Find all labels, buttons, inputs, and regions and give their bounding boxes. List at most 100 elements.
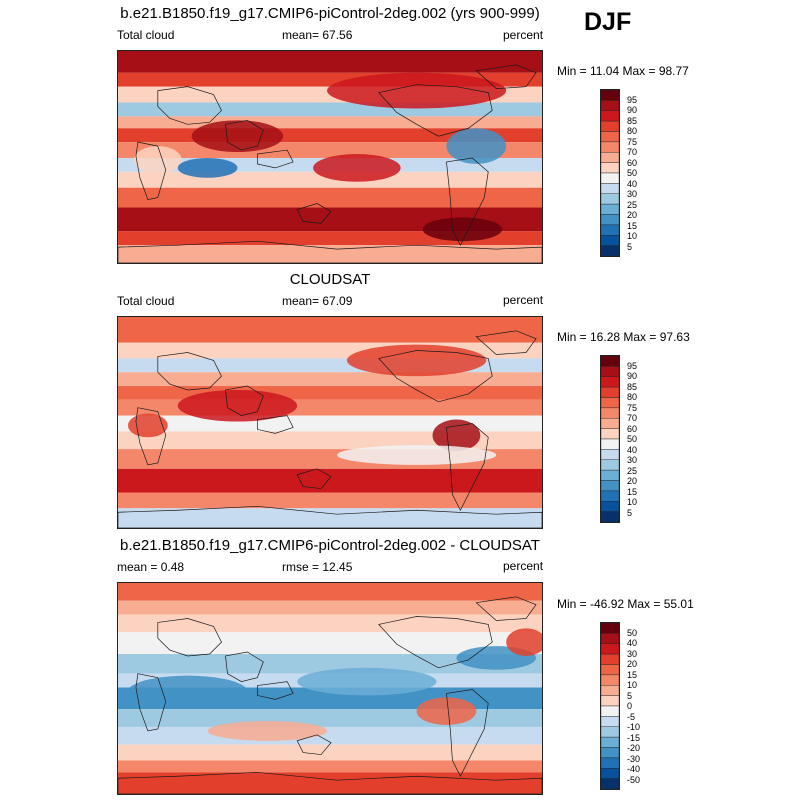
colorbar-swatch xyxy=(601,203,619,215)
coastlines xyxy=(118,64,542,263)
minmax-model: Min = 11.04 Max = 98.77 xyxy=(557,64,689,78)
colorbar-swatch xyxy=(601,407,619,419)
field-band xyxy=(118,709,542,727)
colorbar-swatch xyxy=(601,736,619,748)
field-anomaly xyxy=(177,389,298,422)
coastlines xyxy=(118,596,542,794)
colorbar-swatch xyxy=(601,490,619,502)
field-anomaly xyxy=(313,154,401,182)
field-anomaly xyxy=(506,628,542,656)
field-anomaly xyxy=(336,445,497,465)
colorbar-swatch xyxy=(601,183,619,194)
colorbar-tick-label: -15 xyxy=(627,732,641,743)
field-band xyxy=(118,372,542,387)
coastline-path xyxy=(296,203,332,224)
coastline-path xyxy=(157,352,222,391)
colorbar-swatch xyxy=(601,141,619,153)
field-anomaly xyxy=(133,146,182,174)
coastline-path xyxy=(225,651,264,682)
colorbar-model xyxy=(600,89,620,257)
field-band xyxy=(118,653,542,674)
field-anomaly xyxy=(127,675,248,708)
field-anomaly xyxy=(432,419,481,452)
colorbar-tick-label: 80 xyxy=(627,126,638,136)
colorbar-tick-label: 25 xyxy=(627,465,638,476)
coastline-path xyxy=(475,64,537,90)
colorbar-swatch xyxy=(601,685,619,696)
colorbar-tick-label: 60 xyxy=(627,157,638,168)
field-band xyxy=(118,583,542,601)
coastline-path xyxy=(475,596,537,621)
field-anomaly xyxy=(446,128,507,164)
coastline-path xyxy=(446,689,489,778)
colorbar-swatch xyxy=(601,778,619,789)
colorbar-swatch xyxy=(601,235,619,246)
coastline-path xyxy=(296,734,332,755)
colorbar-tick-label: 60 xyxy=(627,423,638,434)
field-band xyxy=(118,245,542,263)
panel-right-label-model: percent xyxy=(503,28,544,42)
colorbar-swatch xyxy=(601,757,619,769)
field-anomaly xyxy=(327,72,507,109)
colorbar-obs xyxy=(600,355,620,523)
colorbar-swatch xyxy=(601,459,619,471)
coastline-path xyxy=(157,618,222,657)
field-band xyxy=(118,102,542,117)
colorbar-tick-label: -30 xyxy=(627,753,641,764)
coastline-path xyxy=(475,330,537,355)
coastline-path xyxy=(118,771,542,794)
colorbar-swatch xyxy=(601,100,619,111)
colorbar-tick-label: 50 xyxy=(627,627,638,638)
colorbar-tick-label: 90 xyxy=(627,371,638,381)
colorbar-tick-label: -40 xyxy=(627,764,641,774)
field-band xyxy=(118,508,542,528)
coastline-path xyxy=(446,157,489,246)
colorbar-tick-label: 20 xyxy=(627,659,638,669)
field-band xyxy=(118,632,542,654)
colorbar-swatch xyxy=(601,152,619,163)
field-anomaly xyxy=(416,697,477,725)
field-anomaly xyxy=(177,157,238,178)
colorbar-swatch xyxy=(601,172,619,184)
field-anomaly xyxy=(297,667,437,696)
coastline-path xyxy=(378,616,493,669)
field-band xyxy=(118,468,542,493)
colorbar-swatch xyxy=(601,623,619,634)
colorbar-swatch xyxy=(601,633,619,644)
coastline-path xyxy=(157,86,222,125)
coastline-path xyxy=(378,84,493,137)
coastline-path xyxy=(225,119,264,151)
colorbar-tick-label: -5 xyxy=(627,711,636,722)
field-band xyxy=(118,317,542,343)
colorbar-tick-label: 85 xyxy=(627,381,638,392)
minmax-obs: Min = 16.28 Max = 97.63 xyxy=(557,330,690,344)
cloud-field-obs xyxy=(118,317,542,528)
season-label: DJF xyxy=(584,8,632,36)
panel-left-label-obs: Total cloud xyxy=(117,294,175,308)
panel-left-label-diff: mean = 0.48 xyxy=(117,560,185,574)
panel-title-model: b.e21.B1850.f19_g17.CMIP6-piControl-2deg… xyxy=(120,5,540,22)
colorbar-tick-label: -10 xyxy=(627,722,641,732)
coastline-path xyxy=(135,407,167,466)
field-band xyxy=(118,772,542,794)
panel-center-label-diff: rmse = 12.45 xyxy=(282,560,353,574)
panel-right-label-diff: percent xyxy=(503,559,544,573)
colorbar-tick-label: 40 xyxy=(627,178,638,189)
colorbar-tick-label: 25 xyxy=(627,199,638,210)
colorbar-tick-label: 5 xyxy=(627,690,633,701)
colorbar-swatch xyxy=(601,418,619,429)
colorbar-swatch xyxy=(601,695,619,707)
colorbar-swatch xyxy=(601,653,619,665)
colorbar-swatch xyxy=(601,193,619,205)
colorbar-tick-label: 85 xyxy=(627,115,638,126)
colorbar-swatch xyxy=(601,356,619,367)
coastline-path xyxy=(256,149,294,169)
colorbar-swatch xyxy=(601,643,619,655)
colorbar-tick-label: -20 xyxy=(627,743,641,753)
panel-title-diff: b.e21.B1850.f19_g17.CMIP6-piControl-2deg… xyxy=(120,537,540,554)
colorbar-swatch xyxy=(601,664,619,676)
colorbar-swatch xyxy=(601,768,619,779)
colorbar-swatch xyxy=(601,511,619,522)
colorbar-swatch xyxy=(601,110,619,122)
colorbar-swatch xyxy=(601,386,619,398)
